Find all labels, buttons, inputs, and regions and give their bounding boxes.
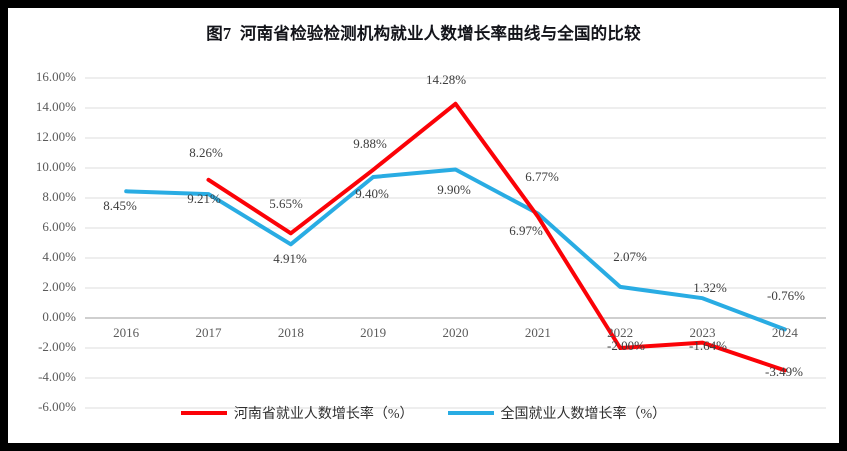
y-axis-tick-label: 10.00%: [35, 159, 76, 174]
data-label-henan: -2.00%: [607, 338, 645, 353]
y-axis-tick-label: 16.00%: [35, 69, 76, 84]
y-axis-tick-label: 6.00%: [42, 219, 76, 234]
legend-item-label: 全国就业人数增长率（%）: [500, 407, 667, 422]
y-axis-tick-label: 4.00%: [42, 249, 76, 264]
legend-line-swatch: [180, 411, 227, 415]
data-label-national: 8.26%: [189, 145, 223, 160]
legend-line-swatch: [447, 411, 494, 415]
legend-item[interactable]: 全国就业人数增长率（%）: [447, 403, 667, 423]
x-axis-tick-label: 2022: [607, 325, 634, 340]
data-label-national: 4.91%: [273, 251, 307, 266]
legend-item-label: 河南省就业人数增长率（%）: [233, 407, 414, 422]
data-label-henan: 9.88%: [353, 136, 387, 151]
legend-item[interactable]: 河南省就业人数增长率（%）: [180, 403, 414, 423]
data-label-henan: -1.64%: [689, 338, 727, 353]
data-label-henan: 5.65%: [269, 196, 303, 211]
x-axis-tick-label: 2024: [771, 325, 798, 340]
data-label-henan: 6.77%: [525, 169, 559, 184]
x-axis-tick-label: 2019: [360, 325, 387, 340]
data-label-henan: -3.49%: [765, 364, 803, 379]
y-axis-tick-label: -4.00%: [38, 369, 76, 384]
data-label-henan: 9.21%: [187, 191, 221, 206]
chart-plot-area: -6.00% -4.00% -2.00% 0.00% 2.00% 4.00% 6.00% 8.…: [8, 8, 839, 443]
y-axis-tick-label: 14.00%: [35, 99, 76, 114]
x-axis-tick-label: 2018: [277, 325, 304, 340]
data-label-national: 9.90%: [437, 182, 471, 197]
data-label-national: 1.32%: [693, 280, 727, 295]
x-axis-tick-label: 2017: [195, 325, 222, 340]
y-axis-tick-label: 8.00%: [42, 189, 76, 204]
series-line-national: [124, 167, 787, 332]
y-axis-tick-label: -6.00%: [38, 399, 76, 414]
x-axis-tick-label: 2016: [113, 325, 140, 340]
data-label-national: 9.40%: [355, 186, 389, 201]
y-axis-tick-label: 2.00%: [42, 279, 76, 294]
figure-container: 图7 河南省检验检测机构就业人数增长率曲线与全国的比较 -6.00% -4.00%…: [8, 8, 839, 443]
page-title: 图7 河南省检验检测机构就业人数增长率曲线与全国的比较: [206, 24, 641, 43]
x-axis-tick-label: 2023: [689, 325, 716, 340]
y-axis-tick-label: -2.00%: [38, 339, 76, 354]
y-axis-tick-label: 12.00%: [35, 129, 76, 144]
data-label-national: 8.45%: [103, 198, 137, 213]
x-axis-tick-label: 2020: [442, 325, 469, 340]
series-line-henan: [206, 101, 787, 373]
data-label-national: -0.76%: [767, 288, 805, 303]
data-label-national: 6.97%: [509, 223, 543, 238]
x-axis-tick-label: 2021: [524, 325, 551, 340]
chart-legend: 河南省就业人数增长率（%） 全国就业人数增长率（%）: [8, 403, 839, 423]
chart-svg: [85, 77, 826, 409]
data-label-national: 2.07%: [613, 249, 647, 264]
gridlines: [85, 77, 826, 409]
data-label-henan: 14.28%: [425, 72, 467, 87]
y-axis-tick-label: 0.00%: [42, 309, 76, 324]
